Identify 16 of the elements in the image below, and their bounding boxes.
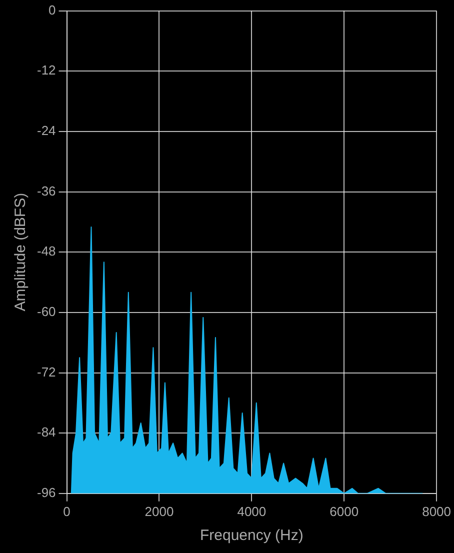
y-tick-label: -36 [36, 183, 56, 198]
x-tick-label: 0 [63, 504, 70, 519]
y-axis-title: Amplitude (dBFS) [12, 192, 30, 312]
y-tick-label: 0 [48, 2, 56, 18]
y-tick-label: -60 [36, 304, 56, 320]
x-axis-title: Frequency (Hz) [200, 527, 304, 544]
y-tick-label: -84 [36, 424, 56, 440]
x-tick-label: 6000 [330, 504, 359, 519]
y-tick-label: -48 [36, 244, 56, 259]
y-tick-label: -24 [36, 123, 56, 138]
y-tick-label: -96 [36, 484, 56, 500]
y-tick-label: -12 [36, 62, 56, 78]
x-tick-label: 4000 [237, 504, 266, 519]
x-tick-label: 2000 [144, 504, 174, 519]
y-tick-label: -72 [36, 364, 56, 380]
x-tick-label: 8000 [422, 504, 451, 519]
